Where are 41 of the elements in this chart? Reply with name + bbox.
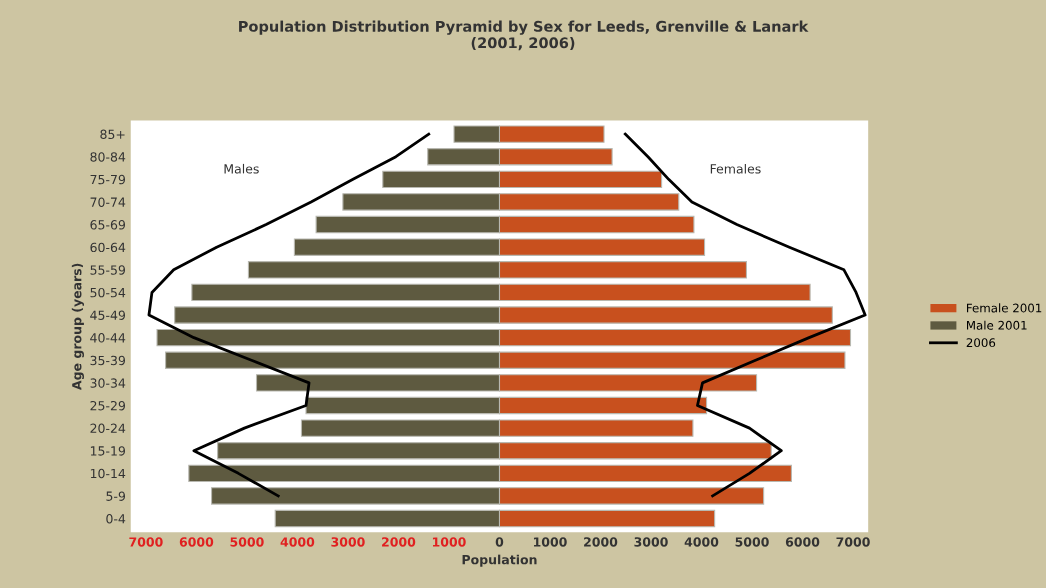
- x-tick-label: 3000: [331, 537, 365, 547]
- y-tick-label: 45-49: [90, 310, 126, 320]
- y-tick-label: 50-54: [90, 287, 126, 298]
- chart-title: Population Distribution Pyramid by Sex for Leeds, Grenville & Lanark (2001, 2006): [239, 20, 809, 51]
- y-axis-title: Age group (years): [71, 263, 85, 390]
- x-tick-label: 2000: [382, 537, 416, 547]
- annotation: Females: [710, 163, 761, 174]
- x-tick-label: 5000: [735, 537, 769, 547]
- x-tick-label: 5000: [230, 537, 264, 547]
- y-tick-label: 55-59: [90, 265, 126, 275]
- x-tick-label: 3000: [634, 537, 668, 547]
- x-tick-label: 1000: [533, 537, 567, 547]
- x-axis-title: Population: [462, 554, 537, 567]
- y-tick-label: 80-84: [90, 152, 126, 162]
- y-tick-label: 30-34: [90, 378, 126, 388]
- y-tick-label: 35-39: [90, 355, 126, 366]
- x-tick-label: 0: [495, 537, 504, 547]
- x-tick-label: 4000: [684, 537, 719, 547]
- y-tick-label: 20-24: [90, 423, 126, 434]
- x-tick-label: 4000: [280, 537, 315, 547]
- x-tick-label: 7000: [836, 537, 870, 547]
- x-tick-label: 6000: [179, 537, 214, 547]
- y-tick-label: 0-4: [106, 514, 126, 524]
- y-tick-label: 25-29: [90, 400, 126, 411]
- legend-label: Male 2001: [967, 320, 1027, 330]
- y-tick-label: 15-19: [90, 446, 126, 456]
- y-tick-label: 75-79: [90, 174, 126, 185]
- y-tick-label: 65-69: [90, 220, 126, 230]
- legend-label: Female 2001: [967, 303, 1042, 313]
- legend-label: 2006: [966, 338, 996, 348]
- x-tick-label: 2000: [584, 537, 618, 547]
- x-tick-label: 6000: [785, 537, 820, 547]
- x-tick-label: 7000: [129, 537, 163, 547]
- y-tick-label: 40-44: [90, 333, 126, 343]
- y-tick-label: 60-64: [90, 242, 126, 253]
- y-tick-label: 10-14: [90, 468, 126, 479]
- x-tick-label: 1000: [432, 537, 466, 547]
- y-tick-label: 85+: [100, 129, 125, 140]
- y-tick-label: 70-74: [90, 197, 126, 207]
- y-tick-label: 5-9: [106, 491, 126, 501]
- annotation: Males: [224, 163, 259, 174]
